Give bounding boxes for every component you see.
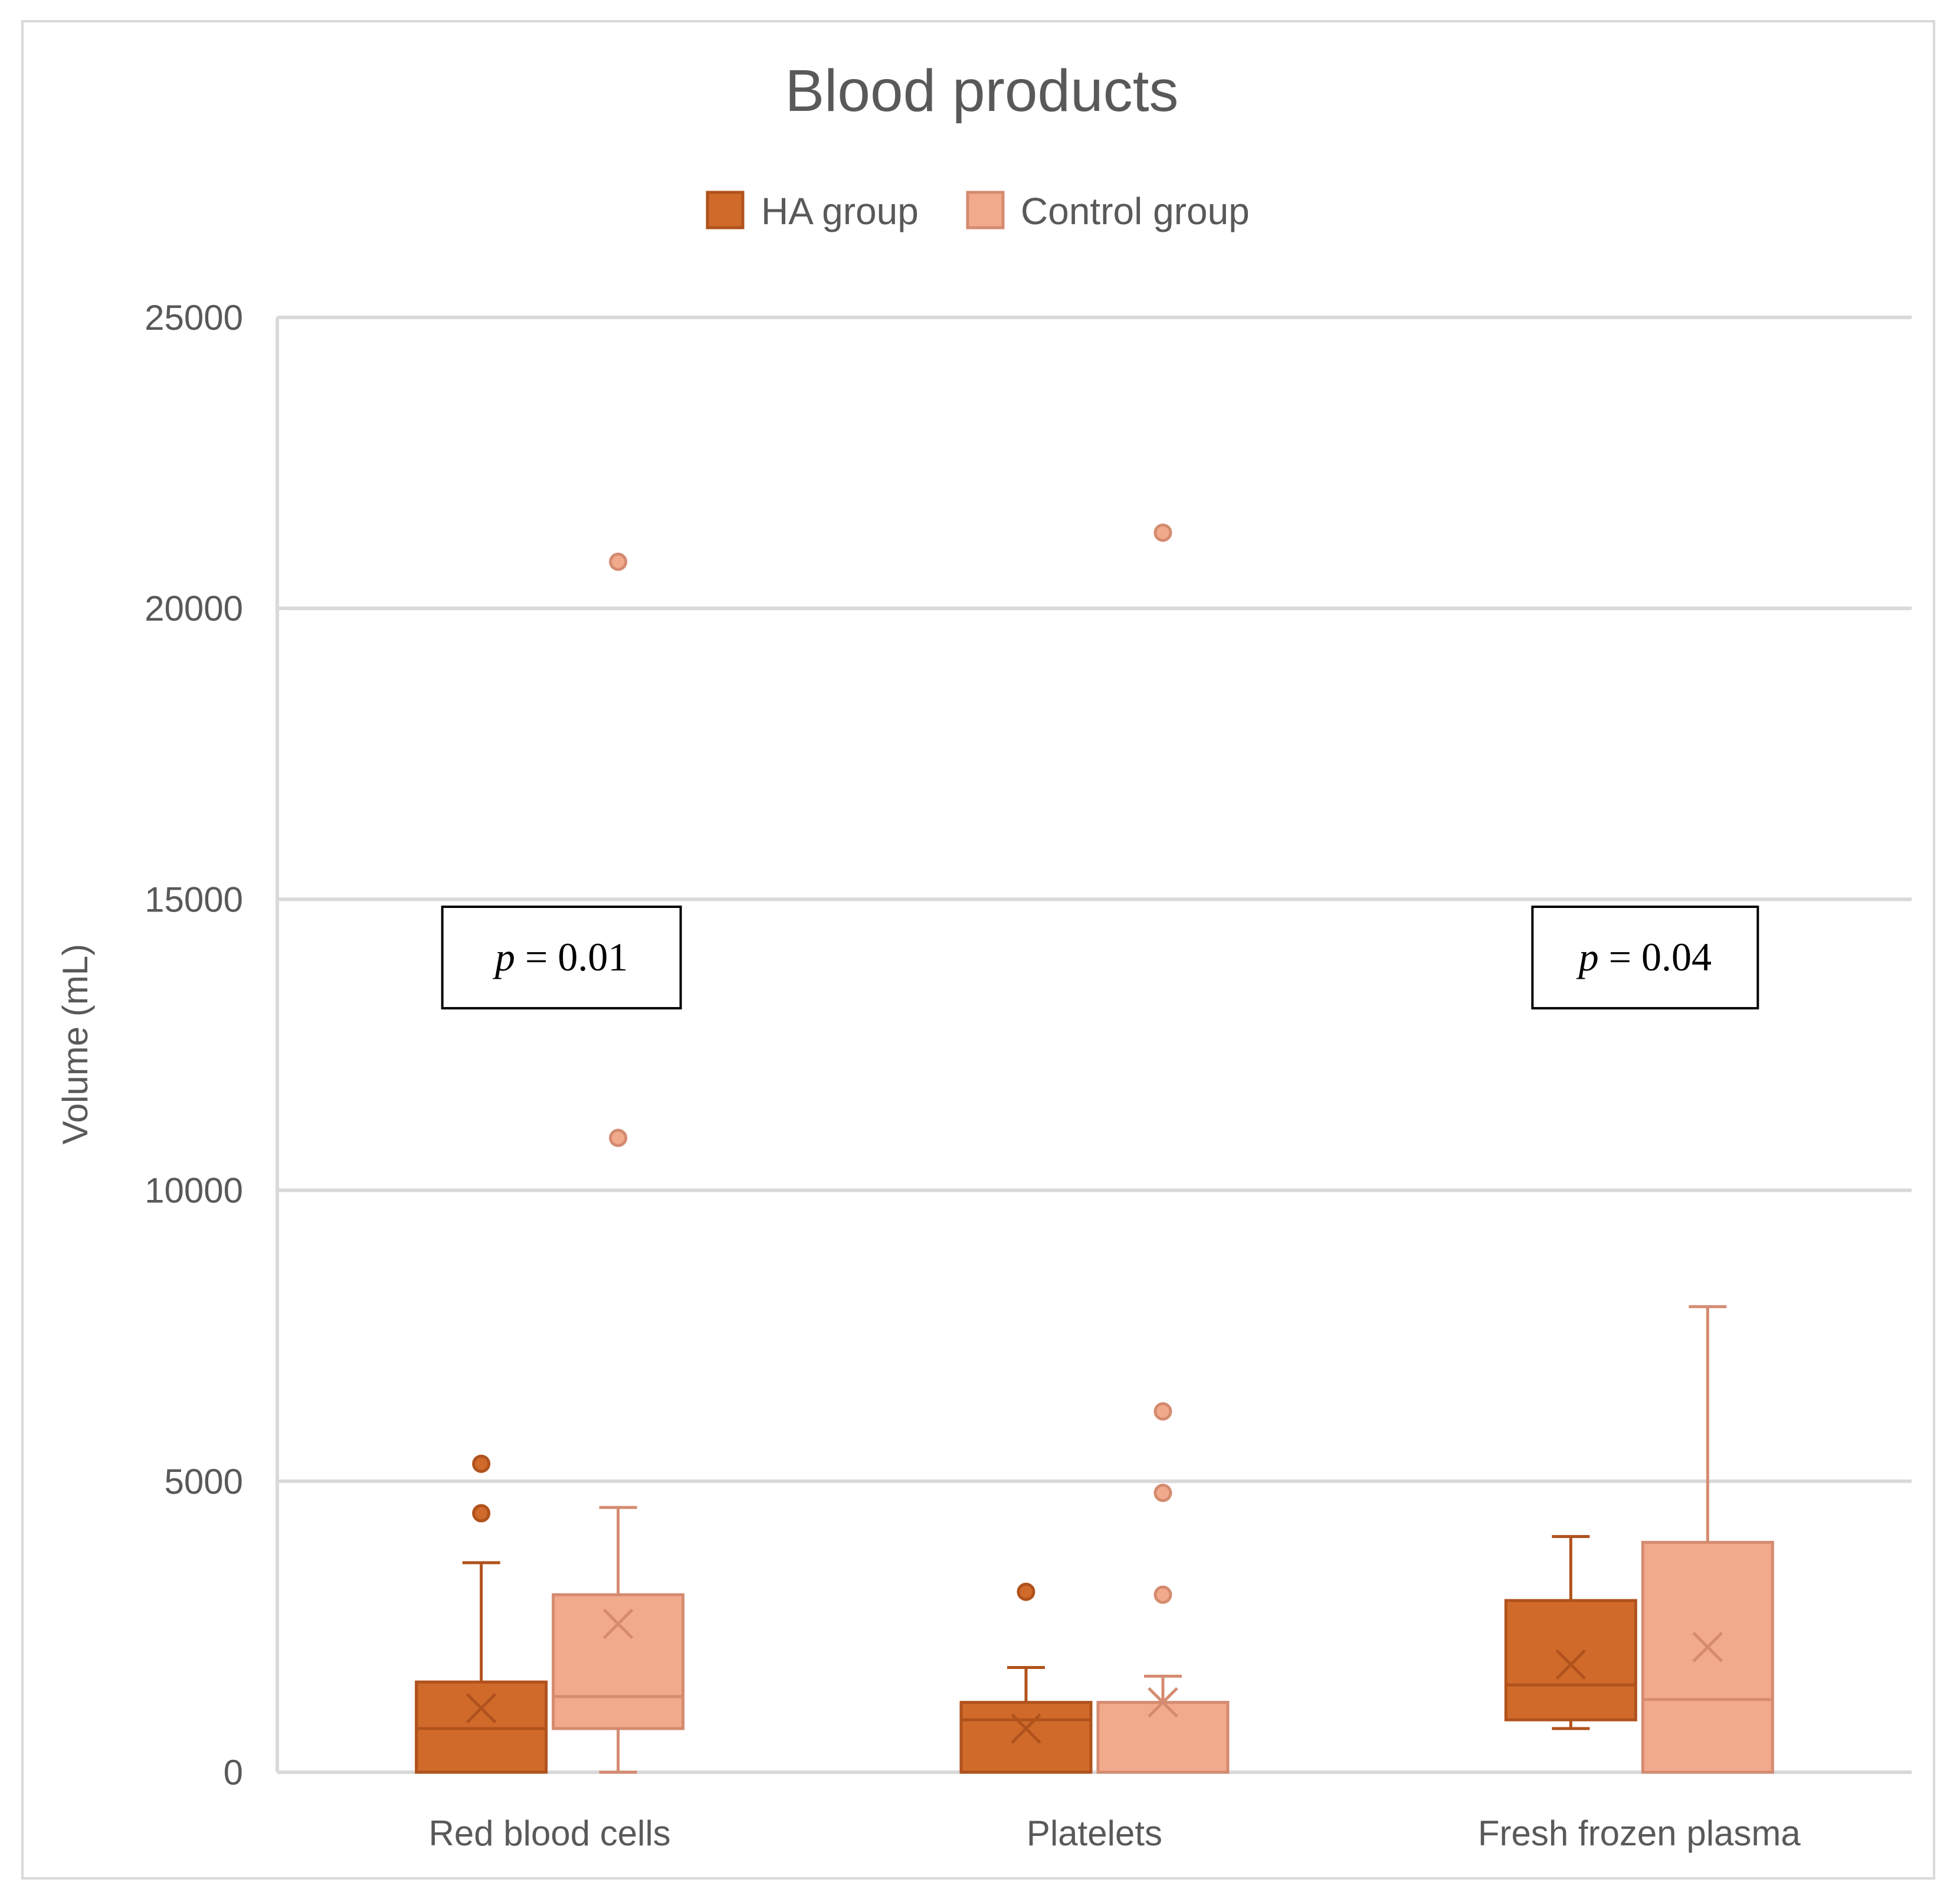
x-tick-label: Red blood cells	[429, 1814, 671, 1853]
mean-marker	[1148, 1687, 1178, 1718]
outlier-point	[1153, 1402, 1172, 1421]
y-tick-label: 20000	[145, 589, 243, 628]
box	[1096, 1701, 1230, 1774]
mean-marker	[1011, 1713, 1041, 1744]
box	[552, 1593, 685, 1730]
box-plot	[1641, 1305, 1774, 1774]
y-axis-label: Volume (mL)	[55, 944, 95, 1145]
y-tick-labels: 0 5000 10000 15000 20000 25000	[145, 298, 243, 1792]
outlier-point	[1017, 1582, 1035, 1601]
annotation-box	[1531, 906, 1759, 1010]
x-tick-label: Platelets	[1027, 1814, 1162, 1853]
annotation-text: p = 0.01	[493, 934, 628, 979]
box-plot	[1504, 1535, 1637, 1730]
chart-title: Blood products	[785, 58, 1178, 124]
box-plot	[552, 552, 685, 1774]
p-value-annotation: p = 0.01	[441, 906, 682, 1010]
box-plot	[1096, 523, 1230, 1774]
annotation-value: = 0.04	[1599, 934, 1712, 979]
y-tick-label: 25000	[145, 298, 243, 337]
legend-label-ha-group: HA group	[761, 190, 919, 232]
box	[959, 1701, 1093, 1774]
y-tick-label: 15000	[145, 880, 243, 919]
outlier-point	[472, 1504, 491, 1523]
legend-swatch-ha-group	[706, 191, 745, 229]
outlier-point	[1153, 1585, 1172, 1604]
mean-marker	[1555, 1649, 1587, 1680]
legend-swatch-control-group	[966, 191, 1005, 229]
box	[1641, 1540, 1774, 1774]
outlier-point	[609, 552, 628, 571]
outlier-point	[472, 1454, 491, 1473]
annotations: p = 0.01 p = 0.04	[441, 906, 1759, 1010]
mean-marker	[466, 1693, 497, 1724]
y-tick-label: 10000	[145, 1171, 243, 1211]
box	[1504, 1599, 1637, 1721]
gridlines	[276, 316, 1912, 1774]
box-plots	[415, 523, 1774, 1774]
box-plot	[415, 1454, 548, 1774]
y-tick-label: 5000	[165, 1462, 243, 1501]
mean-marker	[1692, 1632, 1723, 1662]
annotation-box	[441, 906, 682, 1010]
y-tick-label: 0	[224, 1753, 243, 1792]
annotation-italic: p	[493, 934, 515, 979]
outlier-point	[1153, 523, 1172, 542]
legend: HA group Control group	[706, 190, 1250, 232]
x-tick-labels: Red blood cells Platelets Fresh frozen pla…	[429, 1814, 1801, 1853]
outlier-point	[1153, 1484, 1172, 1503]
outlier-point	[609, 1129, 628, 1147]
mean-marker	[602, 1608, 634, 1639]
annotation-text: p = 0.04	[1576, 934, 1712, 979]
annotation-italic: p	[1576, 934, 1599, 979]
legend-label-control-group: Control group	[1021, 190, 1250, 232]
annotation-value: = 0.01	[515, 934, 628, 979]
p-value-annotation: p = 0.04	[1531, 906, 1759, 1010]
box-plot	[959, 1582, 1093, 1774]
x-tick-label: Fresh frozen plasma	[1478, 1814, 1801, 1853]
